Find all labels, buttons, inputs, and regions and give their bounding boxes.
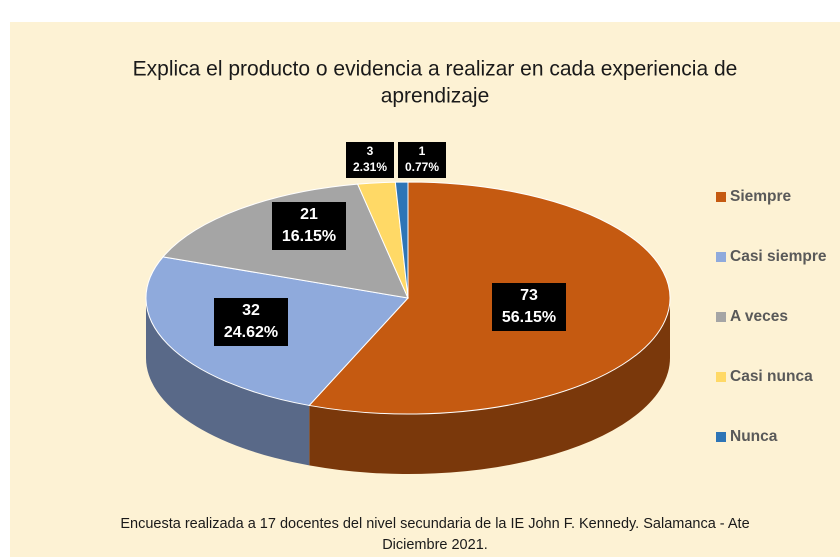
data-label: 73 [520, 287, 538, 304]
slice [308, 181, 671, 415]
legend-label: A veces [730, 308, 788, 325]
data-label: 1 [419, 144, 426, 158]
source-note: Diciembre 2021. [382, 537, 488, 553]
data-label-box [492, 283, 566, 331]
data-label-box [346, 142, 394, 178]
chart-title: aprendizaje [381, 85, 490, 108]
source-note: Encuesta realizada a 17 docentes del niv… [120, 516, 749, 532]
legend-label: Casi siempre [730, 248, 827, 265]
slice-side [309, 298, 670, 475]
slice [394, 181, 409, 299]
data-label-box [214, 298, 288, 346]
data-label-box [398, 142, 446, 178]
chart-title: Explica el producto o evidencia a realiz… [133, 58, 738, 81]
data-label: 2.31% [353, 160, 387, 174]
data-label: 21 [300, 206, 318, 223]
data-label: 16.15% [282, 228, 336, 245]
data-label-box [272, 202, 346, 250]
legend-label: Casi nunca [730, 368, 813, 385]
legend-label: Nunca [730, 428, 778, 445]
data-label: 56.15% [502, 309, 556, 326]
legend-swatch [716, 312, 726, 322]
data-label: 0.77% [405, 160, 439, 174]
data-label: 32 [242, 302, 260, 319]
legend-swatch [716, 372, 726, 382]
legend-swatch [716, 192, 726, 202]
slice-side [146, 298, 310, 466]
data-label: 24.62% [224, 324, 278, 341]
data-label: 3 [367, 144, 374, 158]
legend-swatch [716, 252, 726, 262]
legend-swatch [716, 432, 726, 442]
legend-label: Siempre [730, 188, 792, 205]
